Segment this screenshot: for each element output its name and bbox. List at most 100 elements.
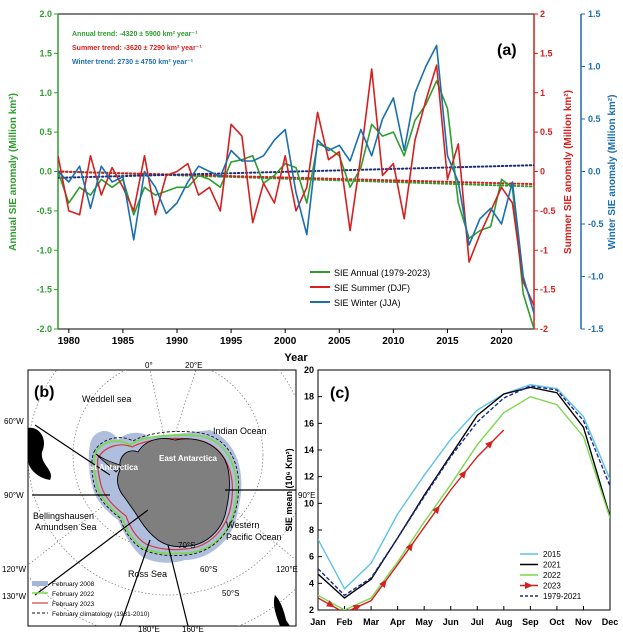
lon-label-180e: 180°E bbox=[138, 625, 160, 634]
a-ytick-left-label: 0.0 bbox=[39, 167, 52, 177]
region-west-antarctica-line: West Antarctica bbox=[78, 463, 139, 472]
a-ytick-right1-label: 0 bbox=[540, 167, 545, 177]
lon-label-0: 0° bbox=[145, 361, 153, 370]
c-legend-label: 2022 bbox=[543, 571, 561, 580]
c-series-line bbox=[318, 395, 610, 610]
c-xtick-label: Feb bbox=[337, 617, 354, 627]
a-ytick-right2-label: 0.5 bbox=[588, 114, 601, 124]
map-legend-label-2023: February 2023 bbox=[52, 601, 95, 608]
c-xtick-label: Jan bbox=[310, 617, 326, 627]
panel-a-right2-ticks: 1.5 1.0 0.5 0.0 -0.5 -1.0 -1.5 bbox=[581, 9, 604, 334]
a-ytick-left-label: 2.0 bbox=[39, 9, 52, 19]
meridian-120e bbox=[167, 454, 296, 561]
legend-annual-label: SIE Annual (1979-2023) bbox=[334, 268, 430, 278]
map-legend-swatch-2008 bbox=[32, 581, 48, 586]
c-xtick-label: Sep bbox=[522, 617, 539, 627]
c-ytick-label: 2 bbox=[309, 605, 314, 615]
region-western-pacific-2: Pacific Ocean bbox=[226, 532, 282, 542]
a-xtick-label: 2000 bbox=[274, 336, 297, 347]
a-ytick-right1-label: -2 bbox=[540, 324, 548, 334]
lon-label-90e: 90°E bbox=[298, 491, 315, 500]
a-ytick-left-label: 1.0 bbox=[39, 88, 52, 98]
map-legend-label-climatology: February climatology (1981-2010) bbox=[52, 611, 150, 618]
c-ytick-label: 18 bbox=[304, 392, 314, 402]
lat-label-50s: 50°S bbox=[222, 589, 239, 598]
region-western-pacific-1: Western bbox=[226, 520, 259, 530]
lon-label-120w: 120°W bbox=[2, 565, 27, 574]
c-xtick-label: Aug bbox=[495, 617, 513, 627]
c-legend-arrow bbox=[525, 582, 533, 589]
c-ytick-label: 6 bbox=[309, 552, 314, 562]
panel-a-series bbox=[58, 44, 534, 329]
panel-c-label: (c) bbox=[330, 385, 350, 402]
panel-a-x-axis-label: Year bbox=[284, 352, 308, 364]
c-xtick-label: May bbox=[415, 617, 433, 627]
a-trend-line bbox=[58, 170, 534, 186]
antarctica-landmass bbox=[117, 438, 230, 548]
annual-trend-text: Annual trend: -4320 ± 5900 km² year⁻¹ bbox=[72, 31, 198, 38]
panel-a-left-ticks: 2.0 1.5 1.0 0.5 0.0 -0.5 -1.0 -1.5 -2.0 bbox=[36, 9, 58, 334]
antarctic-peninsula bbox=[95, 453, 123, 473]
lon-label-120e: 120°E bbox=[276, 565, 298, 574]
sector-line-ross bbox=[34, 509, 149, 596]
c-xtick-label: Oct bbox=[549, 617, 564, 627]
winter-trend-text: Winter trend: 2730 ± 4750 km² year⁻¹ bbox=[72, 59, 194, 66]
c-ytick-label: 16 bbox=[304, 418, 314, 428]
c-xtick-label: Jul bbox=[471, 617, 484, 627]
sector-line-pacific bbox=[167, 544, 189, 626]
a-xtick-label: 1990 bbox=[166, 336, 189, 347]
meridian-120w bbox=[28, 454, 169, 566]
panel-a-label: (a) bbox=[497, 42, 517, 59]
c-legend-label: 2021 bbox=[543, 561, 561, 570]
a-xtick-label: 1995 bbox=[220, 336, 243, 347]
c-xtick-label: Mar bbox=[363, 617, 380, 627]
a-series-line bbox=[58, 44, 534, 314]
map-legend: February 2008 February 2022 February 202… bbox=[32, 581, 150, 618]
legend-winter-label: SIE Winter (JJA) bbox=[334, 298, 401, 308]
c-legend-label: 1979-2021 bbox=[543, 592, 582, 601]
region-west-antarctica: West Antarctica bbox=[78, 463, 139, 472]
a-ytick-right2-label: 1.5 bbox=[588, 9, 601, 19]
a-ytick-left-label: -1.0 bbox=[36, 245, 52, 255]
region-amundsen: Amundsen Sea bbox=[35, 522, 97, 532]
a-ytick-right1-label: 1.5 bbox=[540, 48, 553, 58]
a-ytick-right2-label: 0.0 bbox=[588, 167, 601, 177]
a-xtick-label: 2005 bbox=[328, 336, 351, 347]
a-ytick-right1-label: -1.5 bbox=[540, 285, 556, 295]
a-ytick-right2-label: 1.0 bbox=[588, 62, 601, 72]
c-arrow-marker bbox=[326, 600, 335, 608]
summer-trend-text: Summer trend: -3620 ± 7290 km² year⁻¹ bbox=[72, 45, 202, 52]
lon-label-90w: 90°W bbox=[4, 491, 24, 500]
c-arrow-marker bbox=[352, 605, 362, 610]
legend-summer-label: SIE Summer (DJF) bbox=[334, 283, 410, 293]
panel-c-y-ticks: 2 4 6 8 10 12 14 16 18 20 bbox=[304, 365, 322, 615]
lat-label-70s: 70°S bbox=[178, 541, 195, 550]
c-xtick-label: Nov bbox=[575, 617, 592, 627]
a-xtick-label: 2015 bbox=[436, 336, 459, 347]
panel-b-label: (b) bbox=[34, 384, 54, 401]
a-series-line bbox=[58, 64, 534, 306]
a-xtick-label: 2010 bbox=[382, 336, 405, 347]
c-legend-label: 2015 bbox=[543, 550, 561, 559]
c-arrow-marker bbox=[405, 542, 414, 552]
sea-ice-2022 bbox=[93, 434, 238, 555]
c-xtick-label: Dec bbox=[602, 617, 619, 627]
panel-a-x-ticks: 1980 1985 1990 1995 2000 2005 2010 2015 2020 bbox=[58, 329, 513, 347]
a-ytick-left-label: -1.5 bbox=[36, 285, 52, 295]
a-ytick-right1-label: 1 bbox=[540, 88, 545, 98]
panel-a-legend: SIE Annual (1979-2023) SIE Summer (DJF) … bbox=[310, 268, 430, 308]
lat-circle-70s bbox=[72, 370, 264, 551]
a-ytick-right2-label: -1.5 bbox=[588, 324, 604, 334]
c-series-line bbox=[318, 386, 610, 599]
a-xtick-label: 2020 bbox=[490, 336, 513, 347]
a-ytick-right2-label: -1.0 bbox=[588, 272, 604, 282]
c-ytick-label: 10 bbox=[304, 498, 314, 508]
a-ytick-left-label: -0.5 bbox=[36, 206, 52, 216]
a-xtick-label: 1985 bbox=[112, 336, 135, 347]
sector-line-ross-east bbox=[119, 539, 151, 626]
new-zealand-region bbox=[273, 595, 290, 626]
c-xtick-label: Jun bbox=[443, 617, 459, 627]
panel-c-plot-frame bbox=[317, 369, 611, 611]
region-weddell: Weddell sea bbox=[82, 394, 131, 404]
